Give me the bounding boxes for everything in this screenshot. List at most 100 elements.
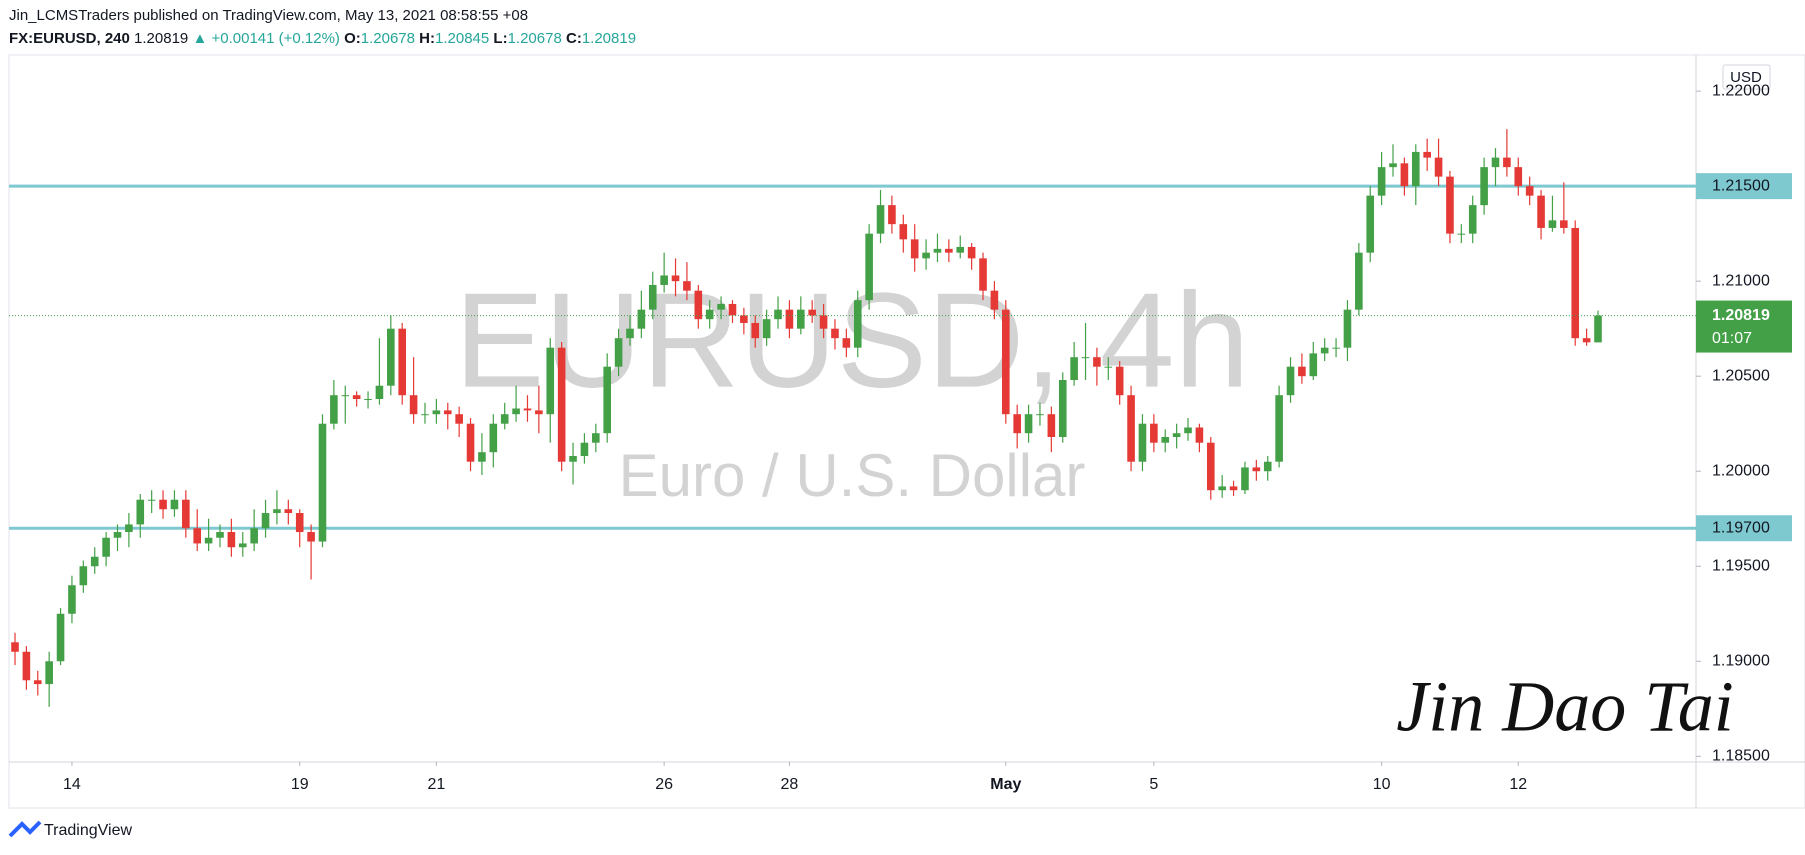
y-tick-label: 1.20000 [1712, 462, 1770, 479]
candle-body [22, 651, 31, 681]
candle-body [842, 338, 851, 348]
candle-body [261, 513, 270, 529]
candle-body [1150, 423, 1158, 443]
candle-body [352, 395, 361, 399]
currency-box [1722, 64, 1771, 90]
candle-body [1571, 227, 1580, 339]
candle-body [1503, 157, 1511, 168]
x-tick-label: 28 [781, 776, 799, 793]
candle-body [1241, 467, 1249, 491]
candle-body [33, 680, 42, 685]
candle-body [1104, 366, 1113, 368]
candle-body [557, 347, 566, 462]
candle-body [1548, 220, 1557, 228]
y-tick-label: 1.21000 [1712, 272, 1770, 289]
watermark-subtitle: Euro / U.S. Dollar [619, 442, 1086, 509]
candle-body [1537, 195, 1545, 228]
x-tick-label: May [990, 776, 1021, 793]
candle-body [478, 452, 486, 462]
candle-body [90, 556, 99, 567]
candle-body [193, 528, 202, 544]
candle-body [1115, 366, 1124, 396]
candle-body [660, 275, 668, 285]
candle-body [774, 309, 782, 320]
candle-body [967, 246, 976, 259]
candle-body [364, 398, 372, 400]
candle-body [250, 528, 258, 544]
candle-body [455, 414, 463, 424]
candle-body [182, 499, 190, 529]
candle-body [1411, 151, 1420, 187]
candle-body [1525, 186, 1534, 196]
x-tick-label: 19 [291, 776, 309, 793]
signature: Jin Dao Tai [1396, 667, 1733, 747]
candle-body [284, 509, 293, 514]
horizontal-line-label-bg [1696, 173, 1792, 200]
candle-body [45, 661, 53, 685]
candle-body [1355, 252, 1363, 310]
candle-body [330, 395, 338, 424]
candle-body [910, 239, 919, 259]
candle-body [979, 258, 987, 291]
open: 1.20678 [360, 30, 415, 47]
candle-body [512, 408, 520, 415]
candle-body [1446, 176, 1454, 234]
candle-body [865, 233, 873, 301]
last-price-bg [1696, 300, 1792, 353]
candle-body [1491, 157, 1500, 168]
candle-body [592, 433, 600, 443]
candle-body [1582, 338, 1591, 343]
candle-body [933, 248, 942, 253]
candle-body [1218, 486, 1226, 491]
candle-body [569, 456, 577, 462]
candle-body [1195, 427, 1204, 443]
candle-body [808, 309, 816, 316]
candle-body [1024, 414, 1033, 434]
candle-body [1172, 433, 1181, 438]
candle-body [1286, 366, 1295, 396]
high: 1.20845 [435, 30, 490, 47]
candle-body [125, 524, 133, 533]
candle-body [705, 309, 714, 320]
candle-body [535, 410, 543, 415]
candle-body [751, 322, 760, 339]
candle-body [273, 509, 281, 514]
candle-body [1127, 395, 1135, 462]
candle-body [443, 410, 452, 415]
arrow: ▲ [192, 30, 208, 47]
low: 1.20678 [507, 30, 562, 47]
candle-body [876, 205, 885, 234]
candle-body [1434, 157, 1443, 177]
publisher: Jin_LCMSTraders published on TradingView… [9, 7, 529, 24]
candle-body [227, 532, 236, 548]
l-label: L: [493, 30, 508, 47]
x-tick-label: 14 [63, 776, 81, 793]
candle-body [1047, 414, 1056, 438]
candle-body [432, 410, 441, 415]
candle-body [626, 328, 634, 339]
candle-body [1389, 163, 1397, 168]
candle-body [216, 532, 224, 538]
horizontal-line-label: 1.21500 [1712, 177, 1770, 194]
candle-body [1184, 427, 1192, 434]
candle-body [899, 224, 908, 240]
footer: TradingView [44, 822, 132, 839]
candle-body [831, 328, 839, 339]
candle-body [1263, 461, 1272, 472]
o-label: O: [344, 30, 361, 47]
candle-body [56, 613, 65, 662]
candle-body [238, 543, 247, 548]
watermark: EURUSD, 4h [454, 265, 1249, 416]
candle-body [1594, 315, 1602, 343]
logo-icon [8, 820, 42, 838]
last-price-label: 1.20819 [1712, 307, 1770, 324]
candle-body [136, 499, 145, 525]
candle-body [1309, 353, 1318, 377]
candle-body [1013, 414, 1021, 434]
y-tick-label: 1.22000 [1712, 82, 1770, 99]
candle-body [341, 395, 350, 397]
candle-body [204, 537, 213, 544]
candle-body [1423, 151, 1431, 158]
y-tick-label: 1.20500 [1712, 367, 1770, 384]
candle-body [79, 566, 88, 586]
